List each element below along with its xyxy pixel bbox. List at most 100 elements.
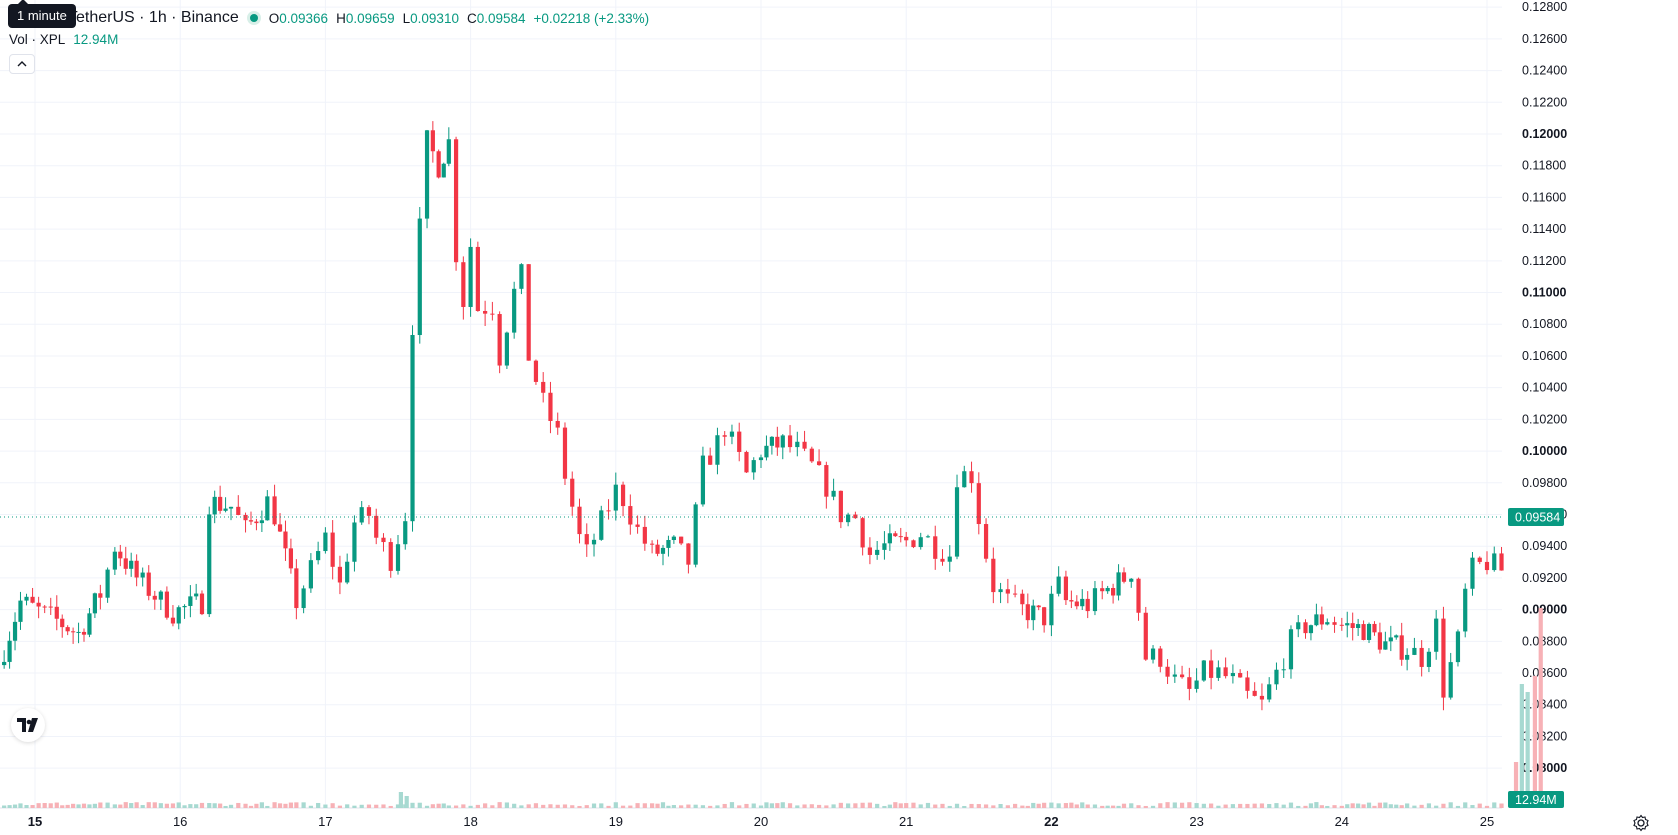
- candle-body: [381, 537, 386, 543]
- candle-body: [606, 510, 611, 512]
- volume-bar: [898, 803, 903, 808]
- candle-body: [54, 606, 59, 619]
- volume-bar: [802, 804, 807, 808]
- volume-bar: [758, 805, 764, 808]
- candle: [780, 434, 785, 460]
- volume-bar: [577, 805, 582, 808]
- volume-bar: [1136, 805, 1141, 808]
- candle-body: [490, 313, 495, 315]
- candle: [207, 506, 212, 618]
- price-tick-label: 0.09200: [1522, 571, 1567, 585]
- candle: [764, 435, 769, 461]
- candle: [1020, 589, 1025, 616]
- candle: [824, 461, 829, 509]
- candle-body: [1042, 607, 1047, 626]
- candle-body: [1187, 677, 1192, 689]
- symbol-title[interactable]: TetherUS · 1h · Binance: [68, 9, 239, 26]
- candle-body: [577, 506, 582, 535]
- volume-bar: [1350, 803, 1355, 808]
- volume-bar: [650, 803, 655, 808]
- volume-bar: [182, 805, 187, 808]
- settings-gear-icon[interactable]: [1632, 814, 1650, 832]
- volume-bar: [395, 804, 401, 808]
- candle: [1031, 599, 1036, 631]
- candle: [301, 585, 306, 614]
- candle: [1069, 590, 1074, 609]
- candle-body: [1288, 629, 1294, 670]
- candle-body: [1238, 673, 1243, 678]
- candle: [1074, 595, 1079, 610]
- candle: [1332, 616, 1337, 633]
- close-key: C: [466, 10, 477, 26]
- candle: [453, 136, 459, 271]
- candle: [1036, 605, 1041, 611]
- candle-body: [780, 435, 785, 448]
- candle: [867, 537, 872, 565]
- candle-body: [802, 441, 807, 449]
- candle-body: [259, 520, 264, 524]
- candle: [272, 484, 277, 527]
- candle-body: [194, 593, 199, 597]
- volume-bar: [831, 804, 836, 808]
- price-axis[interactable]: 0.12800 0.12600 0.12400 0.12200 0.12000 0.118…: [1522, 0, 1567, 775]
- grid: [0, 0, 1502, 808]
- candle-body: [620, 484, 626, 507]
- candle-body: [1085, 598, 1090, 612]
- candle: [395, 535, 401, 575]
- volume-bar: [12, 804, 18, 808]
- candle-body: [1484, 561, 1490, 571]
- candle: [1111, 583, 1116, 604]
- volume-bar-spike: [1513, 762, 1519, 808]
- candle: [1238, 669, 1243, 678]
- market-status-icon[interactable]: [246, 11, 261, 25]
- candle-body: [940, 558, 945, 562]
- volume-bar: [947, 805, 952, 808]
- candle: [570, 471, 575, 516]
- candle: [533, 359, 539, 385]
- candle: [60, 614, 65, 638]
- candle-body: [591, 539, 597, 545]
- candle-body: [933, 536, 938, 559]
- price-tick-label: 0.11800: [1522, 159, 1566, 173]
- candle-body: [1455, 631, 1461, 663]
- tradingview-logo[interactable]: [11, 708, 45, 742]
- candle: [374, 508, 379, 545]
- volume-label[interactable]: Vol · XPL: [9, 32, 66, 47]
- volume-bar: [212, 803, 217, 808]
- candle-body: [1303, 622, 1308, 634]
- candle-body: [48, 606, 53, 608]
- volume-bar: [1005, 805, 1010, 808]
- candle-body: [570, 478, 575, 507]
- volume-bar: [526, 804, 531, 808]
- time-axis[interactable]: 15 16 17 18 19 20 21 22 23 24 25: [0, 807, 1502, 829]
- candle-body: [87, 613, 92, 635]
- volume-bar: [1013, 803, 1018, 808]
- candle: [1441, 606, 1446, 711]
- candle: [1405, 648, 1410, 671]
- candle-body: [461, 262, 466, 307]
- candle: [36, 596, 41, 619]
- candle-body: [898, 536, 903, 538]
- candle: [751, 457, 756, 480]
- candle-body: [446, 139, 451, 164]
- candle: [1136, 577, 1141, 621]
- candle: [700, 446, 706, 507]
- candle-body: [301, 588, 306, 609]
- candle: [24, 593, 29, 606]
- time-tick-label: 18: [463, 814, 477, 829]
- volume-bar: [1499, 803, 1504, 808]
- volume-bar: [283, 803, 288, 808]
- candle: [562, 422, 568, 486]
- candle-body: [867, 547, 872, 555]
- volume-bar: [787, 803, 793, 808]
- collapse-legend-button[interactable]: [9, 54, 35, 74]
- volume-bar: [48, 803, 53, 808]
- candle-body: [655, 544, 660, 554]
- volume-bar-spike: [1525, 692, 1530, 808]
- candle-body: [775, 436, 780, 448]
- volume-bar: [194, 804, 199, 808]
- volume-bar: [1238, 803, 1243, 808]
- candles: [2, 121, 1504, 711]
- candle: [81, 628, 87, 642]
